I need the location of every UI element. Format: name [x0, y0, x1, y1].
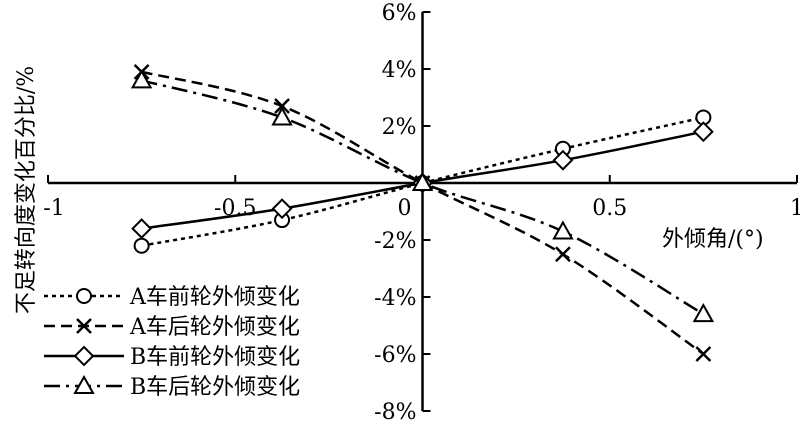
legend-marker — [73, 374, 95, 394]
y-tick-label: -2% — [374, 229, 416, 254]
legend-label: A车后轮外倾变化 — [129, 315, 300, 340]
legend-item: A车前轮外倾变化 — [44, 285, 300, 310]
axes: -1 -0.5 0 0.5 16%4%2%-2%-4%-6%-8% — [43, 1, 800, 423]
data-point — [130, 69, 153, 89]
y-tick-label: -8% — [374, 400, 416, 423]
data-point — [552, 220, 574, 240]
legend-label: B车前轮外倾变化 — [130, 345, 300, 370]
data-point — [692, 303, 715, 323]
x-tick-label: 0 — [398, 196, 412, 221]
data-point — [271, 198, 293, 220]
data-point — [131, 218, 153, 240]
x-tick-label: 1 — [790, 196, 800, 221]
data-point — [274, 98, 290, 114]
legend-label: B车后轮外倾变化 — [130, 375, 300, 400]
data-point — [133, 237, 150, 254]
data-point — [555, 246, 571, 263]
series-4 — [130, 69, 715, 323]
data-point — [271, 106, 293, 126]
series-layer — [130, 63, 715, 362]
series-line — [141, 70, 705, 356]
legend-marker — [73, 345, 95, 367]
legend: A车前轮外倾变化 A车后轮外倾变化 B车前轮外倾变化 B车后轮外倾变化 — [44, 285, 300, 400]
legend-label: A车前轮外倾变化 — [129, 285, 300, 310]
y-tick-label: 4% — [382, 58, 417, 83]
y-axis-title: 不足转向度变化百分比/% — [14, 66, 39, 314]
x-tick-label: -1 — [43, 196, 64, 221]
y-tick-label: -6% — [374, 343, 416, 368]
data-point — [695, 346, 712, 362]
series-line — [141, 79, 705, 316]
legend-marker — [76, 318, 92, 334]
y-tick-label: 2% — [382, 115, 417, 140]
legend-marker — [76, 288, 92, 304]
legend-item: B车后轮外倾变化 — [44, 374, 300, 400]
data-point — [552, 149, 574, 171]
data-point — [692, 121, 714, 143]
y-tick-label: -4% — [374, 286, 416, 311]
legend-item: B车前轮外倾变化 — [44, 345, 300, 370]
x-axis-title: 外倾角/(°) — [662, 227, 764, 252]
data-point — [411, 171, 434, 191]
x-tick-label: 0.5 — [592, 196, 627, 221]
y-tick-label: 6% — [382, 1, 417, 26]
legend-item: A车后轮外倾变化 — [44, 315, 300, 340]
